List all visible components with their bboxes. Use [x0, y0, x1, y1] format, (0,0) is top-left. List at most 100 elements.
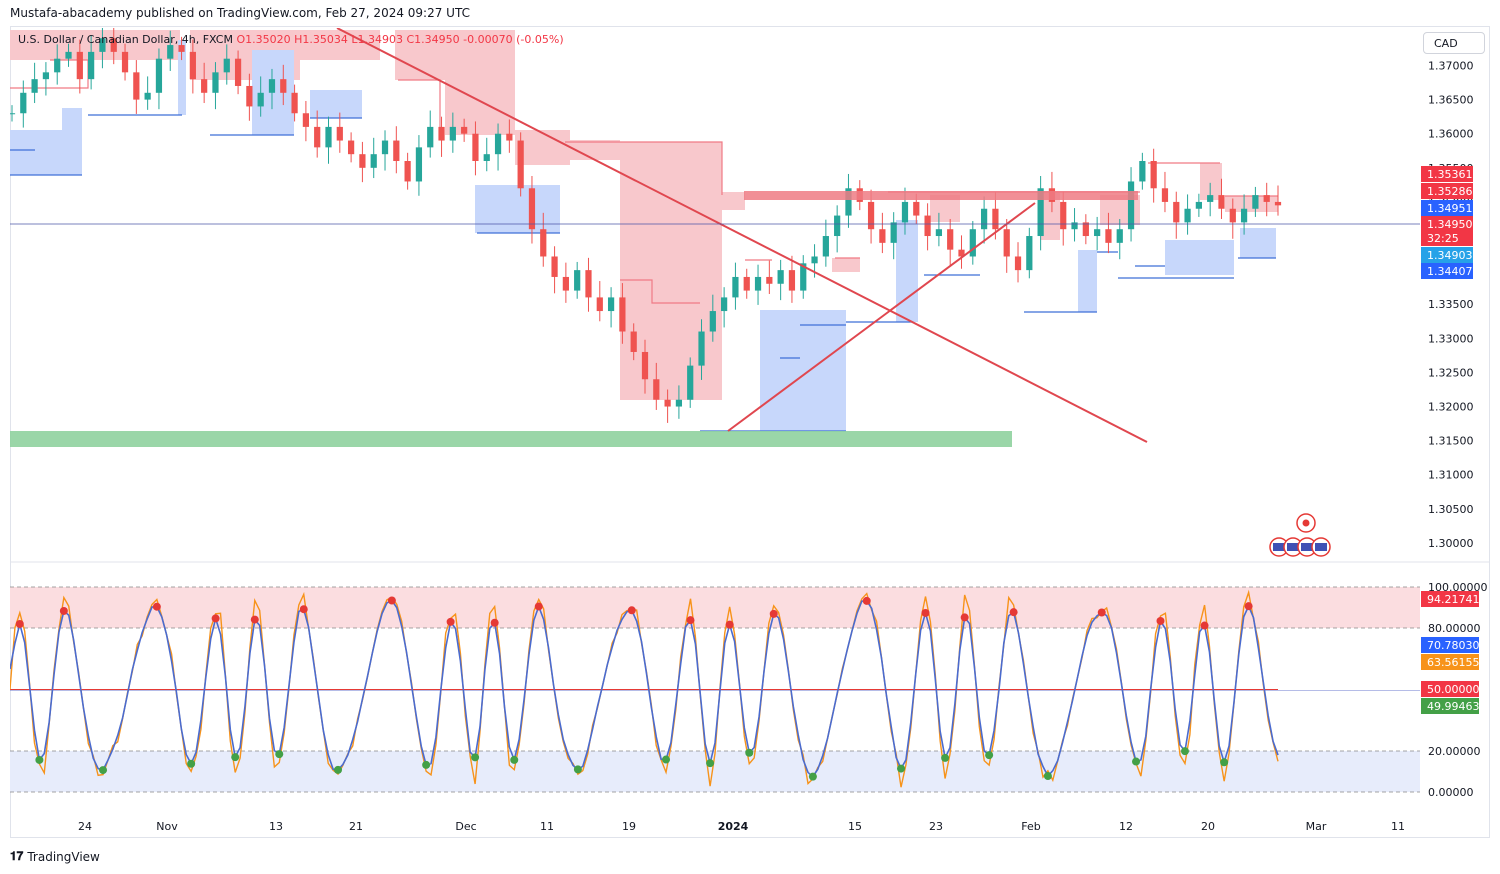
sell-signal-dot	[725, 620, 734, 629]
osc-label-box	[1421, 654, 1479, 670]
buy-signal-dot	[985, 751, 994, 760]
candle-body	[540, 229, 547, 257]
candle-body	[121, 51, 129, 73]
buy-signal-dot	[510, 755, 519, 764]
candle-body	[1105, 229, 1112, 243]
candle-body	[1150, 161, 1157, 189]
candle-body	[574, 270, 581, 291]
candle-body	[890, 222, 897, 243]
price-tick-label: 1.36000	[1428, 128, 1474, 141]
buy-signal-dot	[573, 765, 582, 774]
candle-body	[302, 113, 310, 127]
canada-flag-leaf	[1302, 519, 1310, 527]
candle-body	[347, 140, 355, 155]
price-label-text: 1.34950	[1427, 218, 1473, 231]
buy-signal-dot	[1132, 757, 1141, 766]
us-flag-icon	[1311, 537, 1331, 557]
candle-body	[506, 133, 513, 141]
candle-body	[427, 126, 434, 148]
candle-body	[800, 263, 807, 291]
candle-body	[1252, 195, 1259, 209]
osc-label-text: 63.56155	[1427, 656, 1480, 669]
time-tick-label: 12	[1119, 820, 1133, 833]
candle-body	[1195, 201, 1202, 209]
price-label-text: 1.34903	[1427, 249, 1473, 262]
resistance-zone	[570, 140, 620, 160]
candle-body	[415, 147, 423, 182]
candle-body	[201, 79, 208, 93]
candle-body	[381, 140, 389, 155]
candle-body	[155, 58, 163, 93]
candle-body	[947, 229, 954, 250]
time-tick-label: 15	[848, 820, 862, 833]
buy-signal-dot	[1180, 747, 1189, 756]
candle-body	[99, 38, 106, 52]
currency-button[interactable]: CAD	[1423, 32, 1485, 54]
candle-body	[223, 58, 230, 73]
price-label-text: 1.34951	[1427, 202, 1473, 215]
price-tick-label: 1.33500	[1428, 298, 1474, 311]
sell-signal-dot	[1156, 616, 1165, 625]
candle-body	[980, 208, 988, 230]
candle-body	[596, 297, 603, 312]
resistance-step	[620, 279, 700, 304]
osc-label-text: 49.99463	[1427, 700, 1480, 713]
price-label-box	[1421, 166, 1473, 182]
candle-body	[280, 79, 287, 93]
candle-body	[494, 133, 502, 155]
support-zone	[62, 108, 82, 175]
candle-body	[1229, 208, 1236, 223]
price-tick-label: 1.32000	[1428, 401, 1474, 414]
candle-body	[754, 276, 762, 291]
sell-signal-dot	[490, 618, 499, 627]
osc-label-box	[1421, 637, 1479, 653]
price-label-box	[1421, 216, 1473, 232]
buy-signal-dot	[35, 755, 44, 764]
candle-body	[167, 45, 174, 59]
candle-body	[1173, 201, 1180, 223]
candle-body	[336, 126, 343, 141]
sell-signal-dot	[627, 606, 636, 615]
candle-body	[958, 249, 965, 257]
time-tick-label: Mar	[1306, 820, 1327, 833]
price-label-box	[1421, 247, 1473, 263]
candle-body	[65, 51, 72, 59]
candle-body	[1082, 222, 1089, 237]
candle-body	[212, 72, 219, 93]
price-tick-label: 1.33000	[1428, 332, 1474, 345]
price-tick-label: 1.32500	[1428, 366, 1474, 379]
sell-signal-dot	[769, 609, 778, 618]
price-tick-label: 1.31500	[1428, 435, 1474, 448]
oscillator-pane	[10, 586, 1420, 793]
candle-body	[438, 126, 445, 141]
sell-signal-dot	[921, 608, 930, 617]
buy-signal-dot	[99, 766, 108, 775]
buy-signal-dot	[334, 765, 343, 774]
candle-body	[370, 154, 377, 168]
brand-label: TradingView	[27, 849, 100, 864]
candle-body	[732, 276, 739, 298]
candle-body	[834, 215, 841, 237]
osc-label-box	[1421, 681, 1479, 697]
us-flag-icon	[1269, 537, 1289, 557]
candle-body	[562, 276, 569, 291]
candle-body	[913, 201, 920, 216]
candle-body	[1026, 236, 1033, 271]
candle-body	[709, 311, 716, 332]
candle-body	[31, 79, 38, 93]
candle-body	[189, 51, 196, 80]
candle-body	[314, 126, 321, 148]
price-tick-label: 1.30000	[1428, 537, 1474, 550]
candle-body	[585, 270, 592, 298]
candle-body	[517, 140, 524, 189]
buy-signal-dot	[471, 753, 480, 762]
support-zone	[178, 40, 186, 115]
time-tick-label: 11	[540, 820, 554, 833]
candle-body	[1161, 188, 1169, 202]
osc-label-text: 94.21741	[1427, 593, 1480, 606]
sell-signal-dot	[686, 616, 695, 625]
osc-label-box	[1421, 698, 1479, 714]
resistance-zone	[445, 30, 515, 135]
symbol-label: U.S. Dollar / Canadian Dollar, 4h, FXCM	[18, 33, 233, 46]
